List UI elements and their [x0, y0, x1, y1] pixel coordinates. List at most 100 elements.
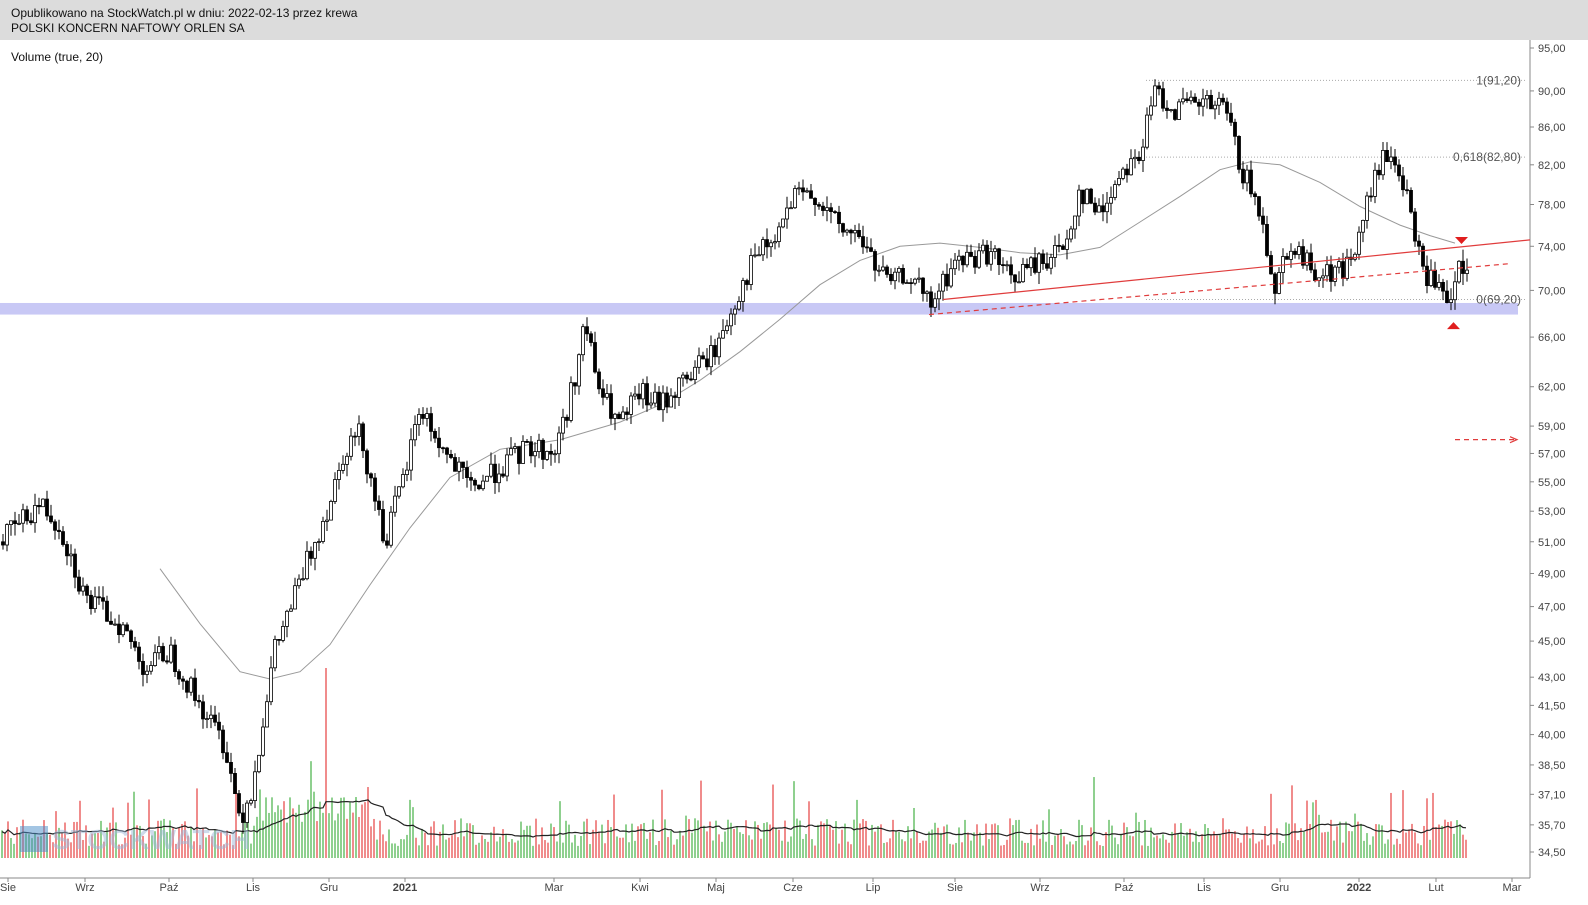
candle-body [929, 291, 933, 308]
volume-bar [307, 799, 309, 858]
candle-body [853, 229, 857, 234]
volume-bar [742, 833, 744, 858]
candle-body [85, 585, 89, 596]
y-tick-label: 37,10 [1538, 789, 1566, 801]
candle-body [37, 504, 41, 508]
volume-bar [142, 835, 144, 858]
volume-bar [667, 837, 669, 858]
candle-body [873, 251, 877, 271]
candle-body [353, 435, 357, 438]
x-tick-label: Sie [0, 882, 16, 894]
volume-bar [775, 827, 777, 858]
candle-body [677, 377, 681, 398]
volume-bar [895, 830, 897, 858]
candle-body [957, 255, 961, 261]
candle-body [1121, 168, 1125, 179]
candle-body [893, 271, 897, 282]
volume-bar [1180, 823, 1182, 858]
volume-bar [1030, 828, 1032, 858]
candle-body [1065, 238, 1069, 250]
volume-bar [1174, 823, 1176, 858]
volume-bar [1090, 827, 1092, 858]
volume-bar [109, 822, 111, 858]
volume-bar [1027, 842, 1029, 858]
candle-body [545, 450, 549, 460]
volume-bar [1135, 812, 1137, 858]
volume-bar [862, 819, 864, 858]
volume-bar [1318, 814, 1320, 858]
volume-bar [568, 824, 570, 858]
volume-bar [1222, 818, 1224, 858]
volume-bar [1249, 838, 1251, 858]
volume-bar [676, 839, 678, 858]
volume-bar [370, 826, 372, 858]
candle-body [657, 391, 661, 411]
candle-body [505, 454, 509, 477]
candle-body [933, 298, 937, 308]
volume-bar [1285, 822, 1287, 858]
volume-bar [1201, 834, 1203, 858]
volume-bar [58, 827, 60, 858]
volume-bar [1000, 845, 1002, 858]
price-candles [1, 79, 1469, 834]
volume-bar [352, 812, 354, 858]
volume-bar [1444, 819, 1446, 858]
candle-body [69, 553, 73, 557]
volume-bar [679, 830, 681, 858]
candle-body [121, 624, 125, 636]
y-tick-label: 51,00 [1538, 537, 1566, 549]
candle-body [997, 248, 1001, 266]
candle-body [1361, 219, 1365, 233]
candle-body [285, 610, 289, 627]
volume-bar [1156, 835, 1158, 858]
candle-body [1069, 228, 1073, 240]
volume-bar [475, 844, 477, 858]
volume-bar [880, 824, 882, 858]
volume-bar [838, 843, 840, 858]
volume-bar [1375, 824, 1377, 858]
volume-bar [319, 801, 321, 858]
volume-bar [121, 844, 123, 858]
volume-bar [187, 835, 189, 858]
volume-bar [1246, 826, 1248, 858]
candle-body [953, 259, 957, 270]
volume-bar [538, 844, 540, 858]
candle-body [1013, 274, 1017, 283]
candle-body [249, 800, 253, 804]
volume-bar [337, 813, 339, 858]
volume-bar [1, 830, 3, 858]
candle-body [1313, 269, 1317, 281]
volume-bar [898, 831, 900, 858]
volume-bar [160, 820, 162, 858]
header-bar: Opublikowano na StockWatch.pl w dniu: 20… [0, 0, 1588, 40]
volume-bar [484, 838, 486, 858]
candle-body [1149, 105, 1153, 116]
volume-bar [658, 841, 660, 858]
volume-bar [850, 844, 852, 858]
volume-bar [343, 797, 345, 858]
volume-bar [1435, 827, 1437, 858]
volume-bar [1357, 821, 1359, 858]
volume-bar [1336, 826, 1338, 858]
candle-body [489, 463, 493, 477]
volume-bar [487, 841, 489, 858]
candle-body [1173, 109, 1177, 120]
volume-bar [808, 801, 810, 858]
candle-body [473, 479, 477, 486]
candle-body [137, 646, 141, 662]
volume-bar [994, 823, 996, 858]
candle-body [857, 229, 861, 237]
y-tick-label: 95,00 [1538, 43, 1566, 55]
volume-bar [736, 826, 738, 858]
x-tick-label: Gru [320, 882, 338, 894]
volume-bar [169, 820, 171, 858]
candle-body [1113, 184, 1117, 198]
volume-bar [1342, 842, 1344, 858]
candle-body [861, 236, 865, 248]
volume-bar [685, 815, 687, 858]
candle-body [589, 333, 593, 343]
volume-bar [763, 823, 765, 858]
volume-bar [454, 820, 456, 858]
volume-bar [871, 824, 873, 858]
candle-body [333, 479, 337, 502]
